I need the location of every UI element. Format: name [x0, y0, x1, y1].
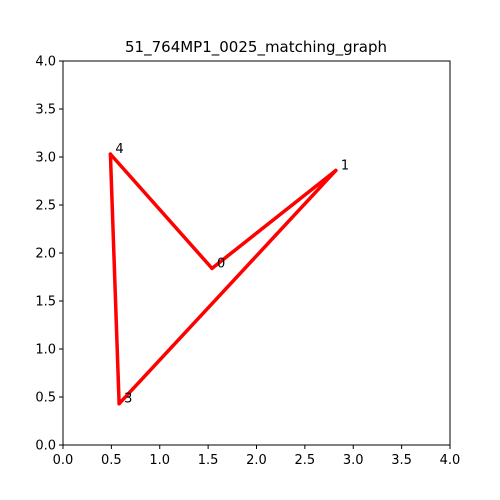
x-tick-label: 1.0: [149, 453, 170, 468]
y-tick-label: 4.0: [35, 55, 56, 70]
y-tick-label: 1.5: [35, 295, 56, 310]
x-axis: 0.0 0.5 1.0 1.5 2.0 2.5 3.0 3.5 4.0: [53, 445, 461, 468]
x-tick-label: 4.0: [440, 453, 461, 468]
y-tick-label: 0.0: [35, 439, 56, 454]
node-label-0: 0: [217, 256, 225, 271]
plot-area: [63, 61, 450, 445]
x-tick-label: 1.5: [198, 453, 219, 468]
x-tick-label: 0.0: [53, 453, 74, 468]
x-tick-label: 2.5: [295, 453, 316, 468]
x-tick-label: 3.0: [343, 453, 364, 468]
node-label-3: 3: [124, 392, 132, 407]
x-tick-label: 3.5: [391, 453, 412, 468]
y-tick-label: 2.5: [35, 199, 56, 214]
y-tick-label: 3.0: [35, 151, 56, 166]
x-tick-label: 0.5: [101, 453, 122, 468]
chart-title: 51_764MP1_0025_matching_graph: [125, 38, 387, 57]
y-tick-label: 0.5: [35, 391, 56, 406]
node-label-1: 1: [341, 158, 349, 173]
node-label-4: 4: [115, 142, 123, 157]
y-axis: 0.0 0.5 1.0 1.5 2.0 2.5 3.0 3.5 4.0: [35, 55, 63, 454]
y-tick-label: 3.5: [35, 103, 56, 118]
y-tick-label: 1.0: [35, 343, 56, 358]
x-tick-label: 2.0: [246, 453, 267, 468]
y-tick-label: 2.0: [35, 247, 56, 262]
